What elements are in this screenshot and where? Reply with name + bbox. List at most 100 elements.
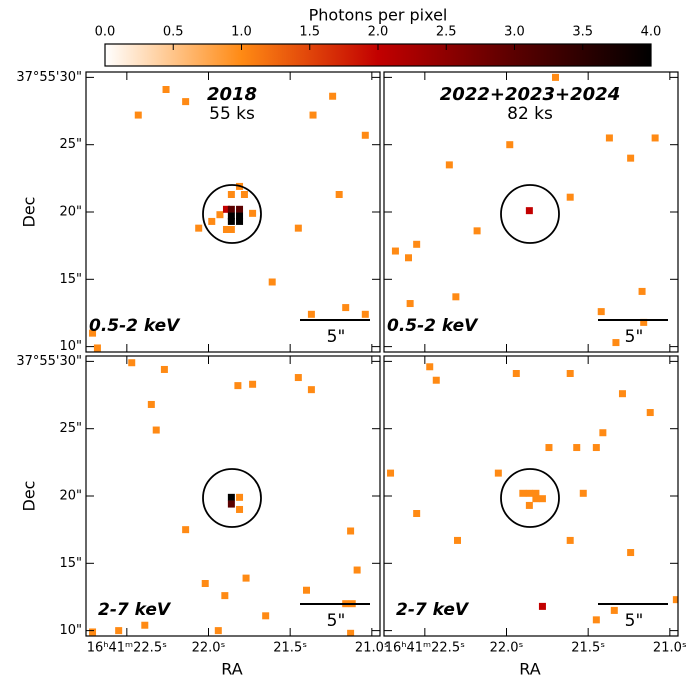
- photon-pixel: [295, 374, 302, 381]
- photon-pixel: [362, 132, 369, 139]
- x-tick-label: 16ʰ41ᵐ22.5ˢ: [385, 641, 465, 656]
- colorbar-tick-label: 1.0: [231, 25, 252, 40]
- photon-pixel: [567, 537, 574, 544]
- photon-pixel: [532, 495, 539, 502]
- photon-pixel: [236, 506, 243, 513]
- photon-pixel: [652, 134, 659, 141]
- x-axis-label: RA: [221, 660, 242, 679]
- photon-pixel: [452, 293, 459, 300]
- photon-pixel: [342, 304, 349, 311]
- photon-pixel: [336, 191, 343, 198]
- photon-pixel: [526, 502, 533, 509]
- band-label: 0.5-2 keV: [89, 316, 181, 336]
- photon-pixel: [221, 592, 228, 599]
- photon-pixel: [413, 510, 420, 517]
- photon-pixel: [216, 211, 223, 218]
- photon-pixel: [573, 444, 580, 451]
- photon-pixel: [234, 382, 241, 389]
- scale-label: 5": [327, 611, 346, 631]
- y-tick-label: 37°55'30": [16, 70, 82, 85]
- photon-pixel: [228, 226, 235, 233]
- photon-pixel: [249, 210, 256, 217]
- scale-label: 5": [327, 327, 346, 347]
- x-tick-label: 22.0ˢ: [490, 641, 524, 656]
- photon-pixel: [94, 344, 101, 351]
- photon-pixel: [308, 386, 315, 393]
- photon-pixel: [141, 622, 148, 629]
- colorbar-tick-label: 0.5: [163, 25, 184, 40]
- photon-pixel: [329, 93, 336, 100]
- y-tick-label: 15": [59, 556, 82, 571]
- scale-label: 5": [625, 611, 644, 631]
- photon-pixel: [606, 134, 613, 141]
- photon-pixel: [405, 254, 412, 261]
- photon-pixel: [513, 370, 520, 377]
- photon-pixel: [347, 528, 354, 535]
- photon-pixel: [228, 501, 235, 508]
- photon-pixel: [303, 587, 310, 594]
- photon-pixel: [567, 370, 574, 377]
- photon-pixel: [433, 377, 440, 384]
- photon-pixel: [269, 279, 276, 286]
- photon-pixel: [161, 366, 168, 373]
- photon-pixel: [236, 494, 243, 501]
- panel-title: 2018: [207, 84, 257, 105]
- photon-pixel: [308, 311, 315, 318]
- y-tick-label: 37°55'30": [16, 354, 82, 369]
- photon-pixel: [128, 359, 135, 366]
- photon-pixel: [236, 206, 243, 213]
- photon-pixel: [208, 218, 215, 225]
- panel-pixels: [89, 86, 369, 351]
- photon-pixel: [599, 429, 606, 436]
- photon-pixel: [539, 495, 546, 502]
- photon-pixel: [241, 191, 248, 198]
- photon-pixel: [593, 444, 600, 451]
- photon-pixel: [249, 381, 256, 388]
- photon-pixel: [593, 616, 600, 623]
- x-tick-label: 21.5ˢ: [571, 641, 605, 656]
- photon-pixel: [611, 607, 618, 614]
- photon-pixel: [519, 490, 526, 497]
- photon-pixel: [426, 363, 433, 370]
- photon-pixel: [454, 537, 461, 544]
- photon-pixel: [619, 390, 626, 397]
- colorbar-tick-label: 2.5: [436, 25, 457, 40]
- figure: Photons per pixel 0.00.51.01.52.02.53.03…: [0, 0, 696, 680]
- y-tick-label: 20": [59, 489, 82, 504]
- colorbar-title: Photons per pixel: [309, 6, 448, 25]
- photon-pixel: [526, 490, 533, 497]
- colorbar-tick-label: 1.5: [299, 25, 320, 40]
- photon-pixel: [310, 112, 317, 119]
- photon-pixel: [526, 207, 533, 214]
- photon-pixel: [215, 627, 222, 634]
- x-tick-label: 16ʰ41ᵐ22.5ˢ: [87, 641, 167, 656]
- scale-label: 5": [625, 327, 644, 347]
- y-tick-label: 25": [59, 421, 82, 436]
- photon-pixel: [148, 401, 155, 408]
- photon-pixel: [446, 161, 453, 168]
- photon-pixel: [495, 470, 502, 477]
- photon-pixel: [236, 218, 243, 225]
- photon-pixel: [580, 490, 587, 497]
- photon-pixel: [647, 409, 654, 416]
- photon-pixel: [506, 141, 513, 148]
- colorbar-tick-label: 0.0: [95, 25, 116, 40]
- photon-pixel: [295, 225, 302, 232]
- colorbar-tick-label: 4.0: [641, 25, 662, 40]
- y-tick-label: 15": [59, 272, 82, 287]
- photon-pixel: [228, 494, 235, 501]
- photon-pixel: [612, 339, 619, 346]
- colorbar-tick-label: 3.0: [504, 25, 525, 40]
- y-axis-label: Dec: [20, 197, 39, 228]
- panel-title: 2022+2023+2024: [440, 84, 620, 105]
- photon-pixel: [115, 627, 122, 634]
- photon-pixel: [567, 194, 574, 201]
- photon-pixel: [413, 241, 420, 248]
- y-axis-label: Dec: [20, 481, 39, 512]
- photon-pixel: [627, 155, 634, 162]
- photon-pixel: [598, 308, 605, 315]
- photon-pixel: [362, 311, 369, 318]
- photon-pixel: [243, 575, 250, 582]
- y-tick-label: 10": [59, 339, 82, 354]
- band-label: 2-7 keV: [396, 600, 470, 620]
